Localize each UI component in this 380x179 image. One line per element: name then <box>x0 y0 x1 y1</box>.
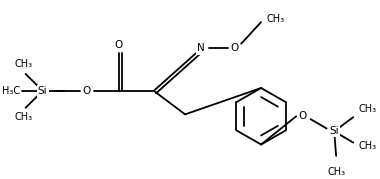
Text: O: O <box>230 43 239 54</box>
Text: Si: Si <box>329 126 339 136</box>
Text: CH₃: CH₃ <box>327 167 345 177</box>
Text: CH₃: CH₃ <box>14 59 33 69</box>
Text: O: O <box>82 86 90 96</box>
Text: CH₃: CH₃ <box>359 141 377 151</box>
Text: Si: Si <box>38 86 48 96</box>
Text: O: O <box>299 111 307 121</box>
Text: CH₃: CH₃ <box>267 14 285 24</box>
Text: N: N <box>197 43 205 54</box>
Text: CH₃: CH₃ <box>359 104 377 114</box>
Text: O: O <box>114 40 123 50</box>
Text: CH₃: CH₃ <box>14 112 33 122</box>
Text: H₃C: H₃C <box>2 86 21 96</box>
